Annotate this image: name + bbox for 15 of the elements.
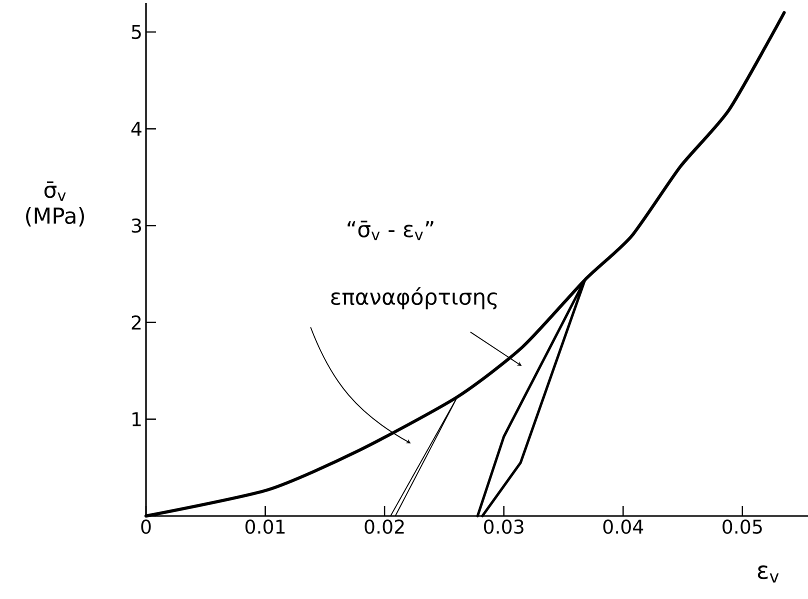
x-axis-title: ε$_{v}$ <box>758 565 779 583</box>
y-axis-title: σ̄$_{v}$ (MPa) <box>26 181 84 227</box>
x-tick-label: 0 <box>141 520 151 534</box>
x-tick-label: 0.01 <box>245 520 285 534</box>
x-tick-label: 0.03 <box>484 520 524 534</box>
x-tick-label: 0.04 <box>603 520 644 534</box>
annotation: επαναφόρτισης <box>331 287 497 310</box>
annotation: “σ̄$_{v}$ - ε$_{v}$” <box>348 220 434 240</box>
y-tick-label: 1 <box>132 412 141 426</box>
y-tick-label: 4 <box>131 122 142 136</box>
y-tick-label: 2 <box>132 315 141 330</box>
x-tick-label: 0.02 <box>364 520 404 534</box>
x-tick-label: 0.05 <box>722 520 762 534</box>
y-tick-label: 3 <box>132 218 141 233</box>
y-tick-label: 5 <box>132 25 141 40</box>
